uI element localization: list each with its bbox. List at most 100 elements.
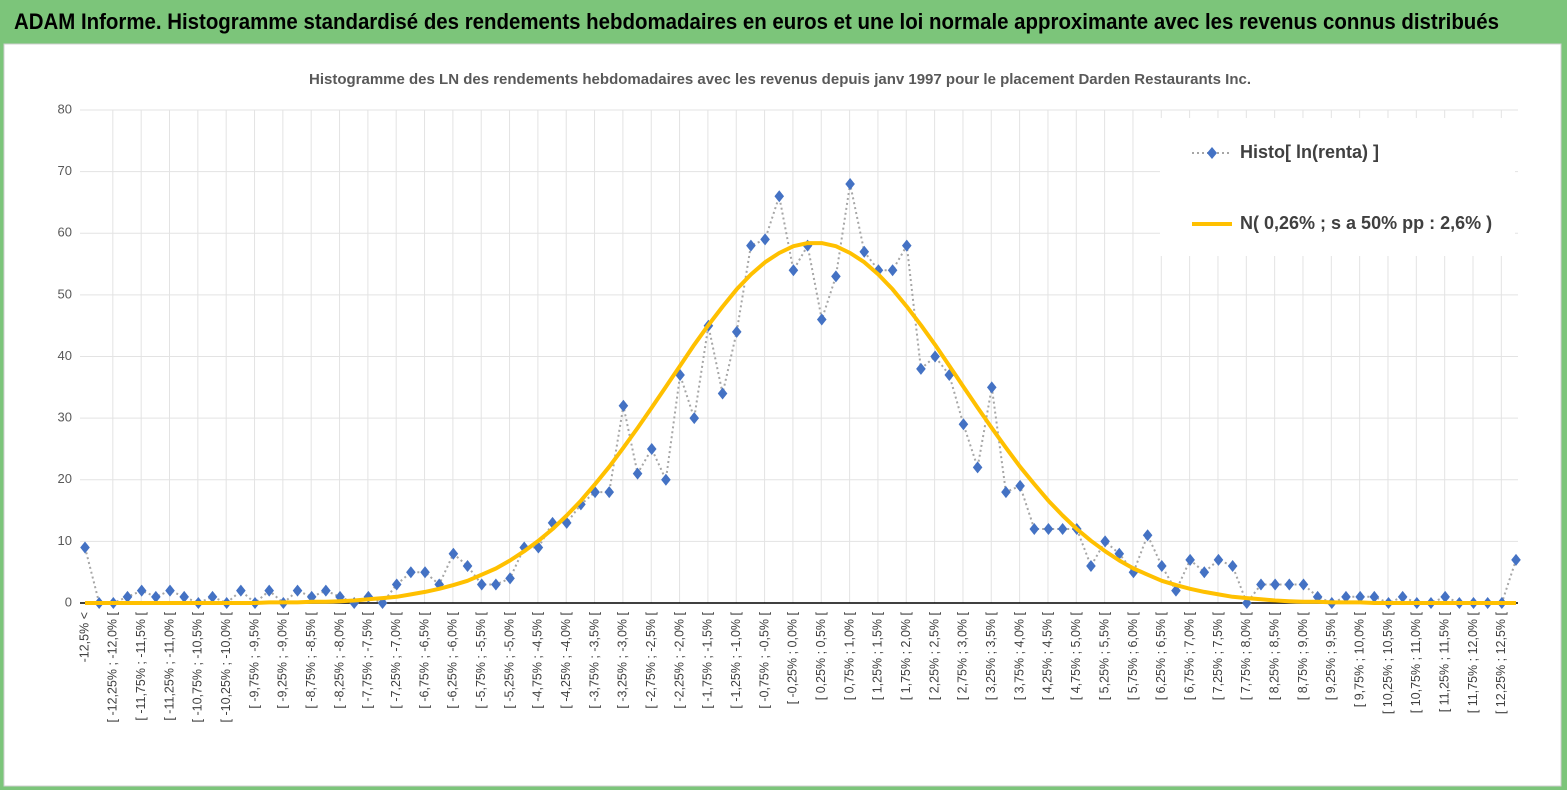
data-point [746, 239, 756, 252]
data-point [1100, 535, 1110, 548]
x-tick-label: [ 4,25% ; 4,5% [ [1041, 611, 1055, 700]
x-tick-label: [ -4,25% ; -4,0% [ [559, 611, 573, 708]
x-tick-label: [ -0,75% ; -0,5% [ [757, 611, 771, 708]
x-tick-label: [ 12,25% ; 12,5% [ [1494, 611, 1508, 714]
data-point [391, 578, 402, 591]
x-tick-label: [ -5,25% ; -5,0% [ [502, 611, 516, 708]
data-point [321, 584, 331, 597]
x-tick-label: [ -3,25% ; -3,0% [ [616, 611, 630, 708]
data-point [788, 264, 799, 277]
x-tick-label: [ 3,75% ; 4,0% [ [1012, 611, 1026, 700]
data-point [887, 264, 898, 277]
data-point [179, 590, 189, 603]
legend-label: N( 0,26% ; s a 50% pp : 2,6% ) [1240, 213, 1492, 233]
x-tick-label: [ 11,25% ; 11,5% [ [1437, 611, 1451, 712]
x-tick-label: [ -11,25% ; -11,0% [ [162, 611, 176, 720]
x-tick-label: -12,5% < [77, 612, 91, 662]
data-point [1511, 553, 1521, 566]
data-point [1015, 479, 1025, 492]
data-point [1369, 590, 1380, 603]
data-point [1397, 590, 1408, 603]
x-tick-label: [ 10,75% ; 11,0% [ [1409, 611, 1423, 713]
data-point [1355, 590, 1365, 603]
data-point [377, 597, 388, 609]
data-point [1001, 486, 1011, 499]
data-point [958, 418, 969, 431]
series-line [85, 241, 1516, 605]
data-point [1156, 560, 1167, 573]
data-point [859, 245, 870, 258]
data-point [632, 467, 643, 480]
data-point [236, 584, 246, 597]
data-point [165, 584, 175, 597]
data-point [292, 584, 303, 597]
y-tick-label: 10 [58, 533, 72, 548]
data-point [661, 473, 671, 486]
x-tick-label: [ -9,25% ; -9,0% [ [276, 611, 290, 708]
x-tick-label: [ -1,75% ; -1,5% [ [701, 611, 715, 708]
data-point [1142, 529, 1153, 542]
data-point [1185, 553, 1195, 566]
data-point [1341, 590, 1351, 603]
x-tick-label: [ -12,25% ; -12,0% [ [106, 611, 120, 722]
x-tick-label: [ 4,75% ; 5,0% [ [1069, 611, 1083, 700]
data-point [420, 566, 430, 579]
data-point [476, 578, 487, 591]
legend-box [1160, 118, 1515, 256]
x-tick-label: [ -8,75% ; -8,5% [ [304, 611, 318, 708]
x-tick-label: [ 7,75% ; 8,0% [ [1239, 611, 1253, 700]
data-point [207, 590, 218, 603]
data-point [930, 350, 940, 363]
x-tick-label: [ 9,25% ; 9,5% [ [1324, 611, 1338, 700]
y-tick-label: 70 [58, 163, 72, 178]
data-point [845, 177, 855, 190]
data-point [1199, 566, 1210, 579]
data-point [1227, 560, 1238, 573]
x-tick-label: [ 2,75% ; 3,0% [ [956, 611, 970, 700]
x-tick-label: [ -7,75% ; -7,5% [ [361, 611, 375, 708]
data-point [689, 412, 700, 425]
data-point [151, 590, 161, 603]
x-tick-label: [ 11,75% ; 12,0% [ [1466, 611, 1480, 713]
y-tick-label: 0 [65, 594, 72, 609]
x-tick-label: [ -11,75% ; -11,5% [ [134, 611, 148, 720]
x-tick-label: [ -7,25% ; -7,0% [ [389, 611, 403, 708]
data-point [774, 190, 785, 203]
x-tick-label: [ -8,25% ; -8,0% [ [332, 611, 346, 708]
y-tick-label: 30 [58, 410, 72, 425]
x-tick-label: [ 0,75% ; 1,0% [ [842, 611, 856, 700]
x-tick-label: [ -4,75% ; -4,5% [ [531, 611, 545, 708]
data-point [80, 541, 90, 554]
data-point [462, 560, 473, 573]
x-tick-label: [ 8,25% ; 8,5% [ [1267, 611, 1281, 700]
legend-label: Histo[ ln(renta) ] [1240, 142, 1379, 162]
data-point [491, 578, 501, 591]
x-tick-label: [ 5,25% ; 5,5% [ [1097, 611, 1111, 700]
y-tick-label: 20 [58, 471, 72, 486]
x-tick-label: [ 2,25% ; 2,5% [ [927, 611, 941, 700]
x-tick-label: [ 7,25% ; 7,5% [ [1211, 611, 1225, 700]
x-tick-label: [ 1,25% ; 1,5% [ [871, 611, 885, 700]
x-tick-label: [ 6,75% ; 7,0% [ [1182, 611, 1196, 700]
x-tick-label: [ -9,75% ; -9,5% [ [247, 611, 261, 708]
data-point [1213, 553, 1224, 566]
data-point [264, 584, 274, 597]
data-point [547, 516, 558, 529]
x-tick-label: [ -10,25% ; -10,0% [ [219, 611, 233, 722]
y-tick-label: 60 [58, 225, 72, 240]
data-point [122, 590, 133, 603]
data-point [901, 239, 912, 252]
data-point [406, 566, 416, 579]
data-point [646, 442, 657, 455]
data-point [1440, 590, 1450, 603]
header-title: ADAM Informe. Histogramme standardisé de… [14, 9, 1499, 34]
x-tick-label: [ -2,25% ; -2,0% [ [672, 611, 686, 708]
x-tick-label: [ -1,25% ; -1,0% [ [729, 611, 743, 708]
y-tick-label: 50 [58, 286, 72, 301]
x-tick-label: [ -2,75% ; -2,5% [ [644, 611, 658, 708]
data-point [1043, 523, 1054, 536]
chart-title: Histogramme des LN des rendements hebdom… [309, 71, 1251, 88]
x-tick-label: [ 1,75% ; 2,0% [ [899, 611, 913, 700]
